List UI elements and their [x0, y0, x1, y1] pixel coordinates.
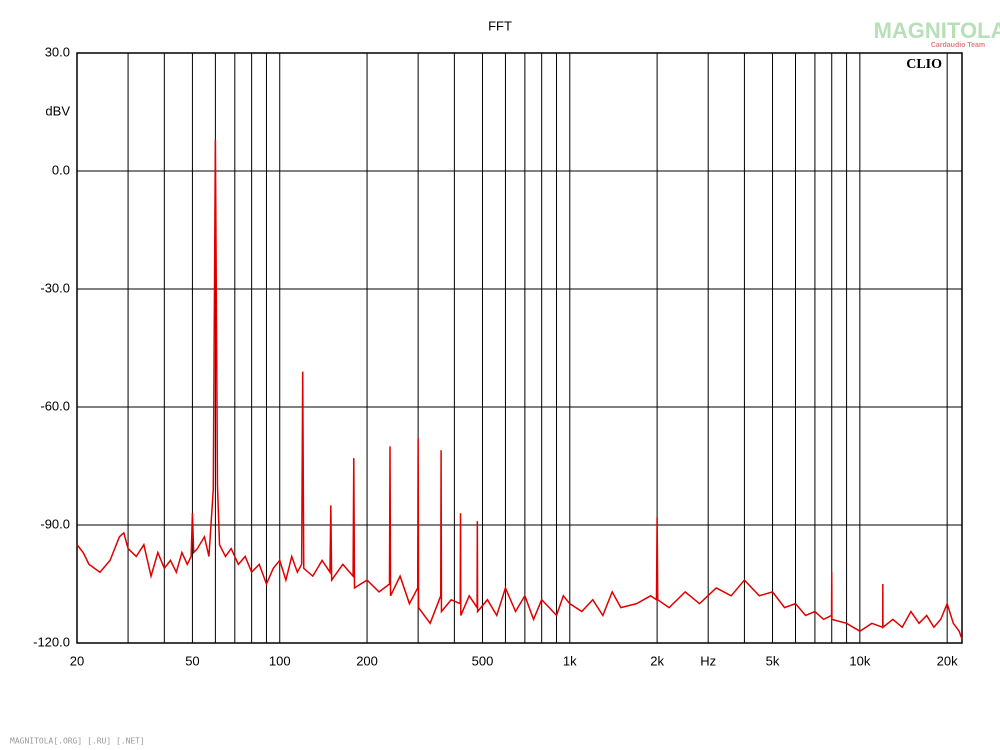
x-tick-label: Hz — [700, 653, 716, 668]
y-unit: dBV — [45, 103, 70, 118]
plot-border — [76, 52, 963, 644]
x-tick-label: 2k — [650, 653, 664, 668]
chart-title: FFT — [488, 18, 512, 33]
x-tick-label: 500 — [472, 653, 494, 668]
x-tick-label: 100 — [269, 653, 291, 668]
watermark: MAGNITOLA — [874, 18, 1000, 43]
footer: MAGNITOLA[.ORG] [.RU] [.NET] — [10, 737, 145, 746]
y-tick-label: -90.0 — [40, 516, 70, 531]
y-tick-label: -60.0 — [40, 398, 70, 413]
x-tick-label: 200 — [356, 653, 378, 668]
x-tick-label: 10k — [849, 653, 870, 668]
y-tick-label: 0.0 — [52, 162, 70, 177]
y-tick-label: 30.0 — [45, 44, 70, 59]
y-tick-label: -120.0 — [33, 634, 70, 649]
x-tick-label: 50 — [185, 653, 199, 668]
x-tick-label: 5k — [766, 653, 780, 668]
y-tick-label: -30.0 — [40, 280, 70, 295]
spectrum-line — [76, 139, 963, 640]
x-tick-label: 1k — [563, 653, 577, 668]
brand: CLIO — [906, 57, 942, 72]
watermark-sub: Cardaudio Team — [931, 42, 985, 49]
x-tick-label: 20 — [70, 653, 84, 668]
x-tick-label: 20k — [937, 653, 958, 668]
